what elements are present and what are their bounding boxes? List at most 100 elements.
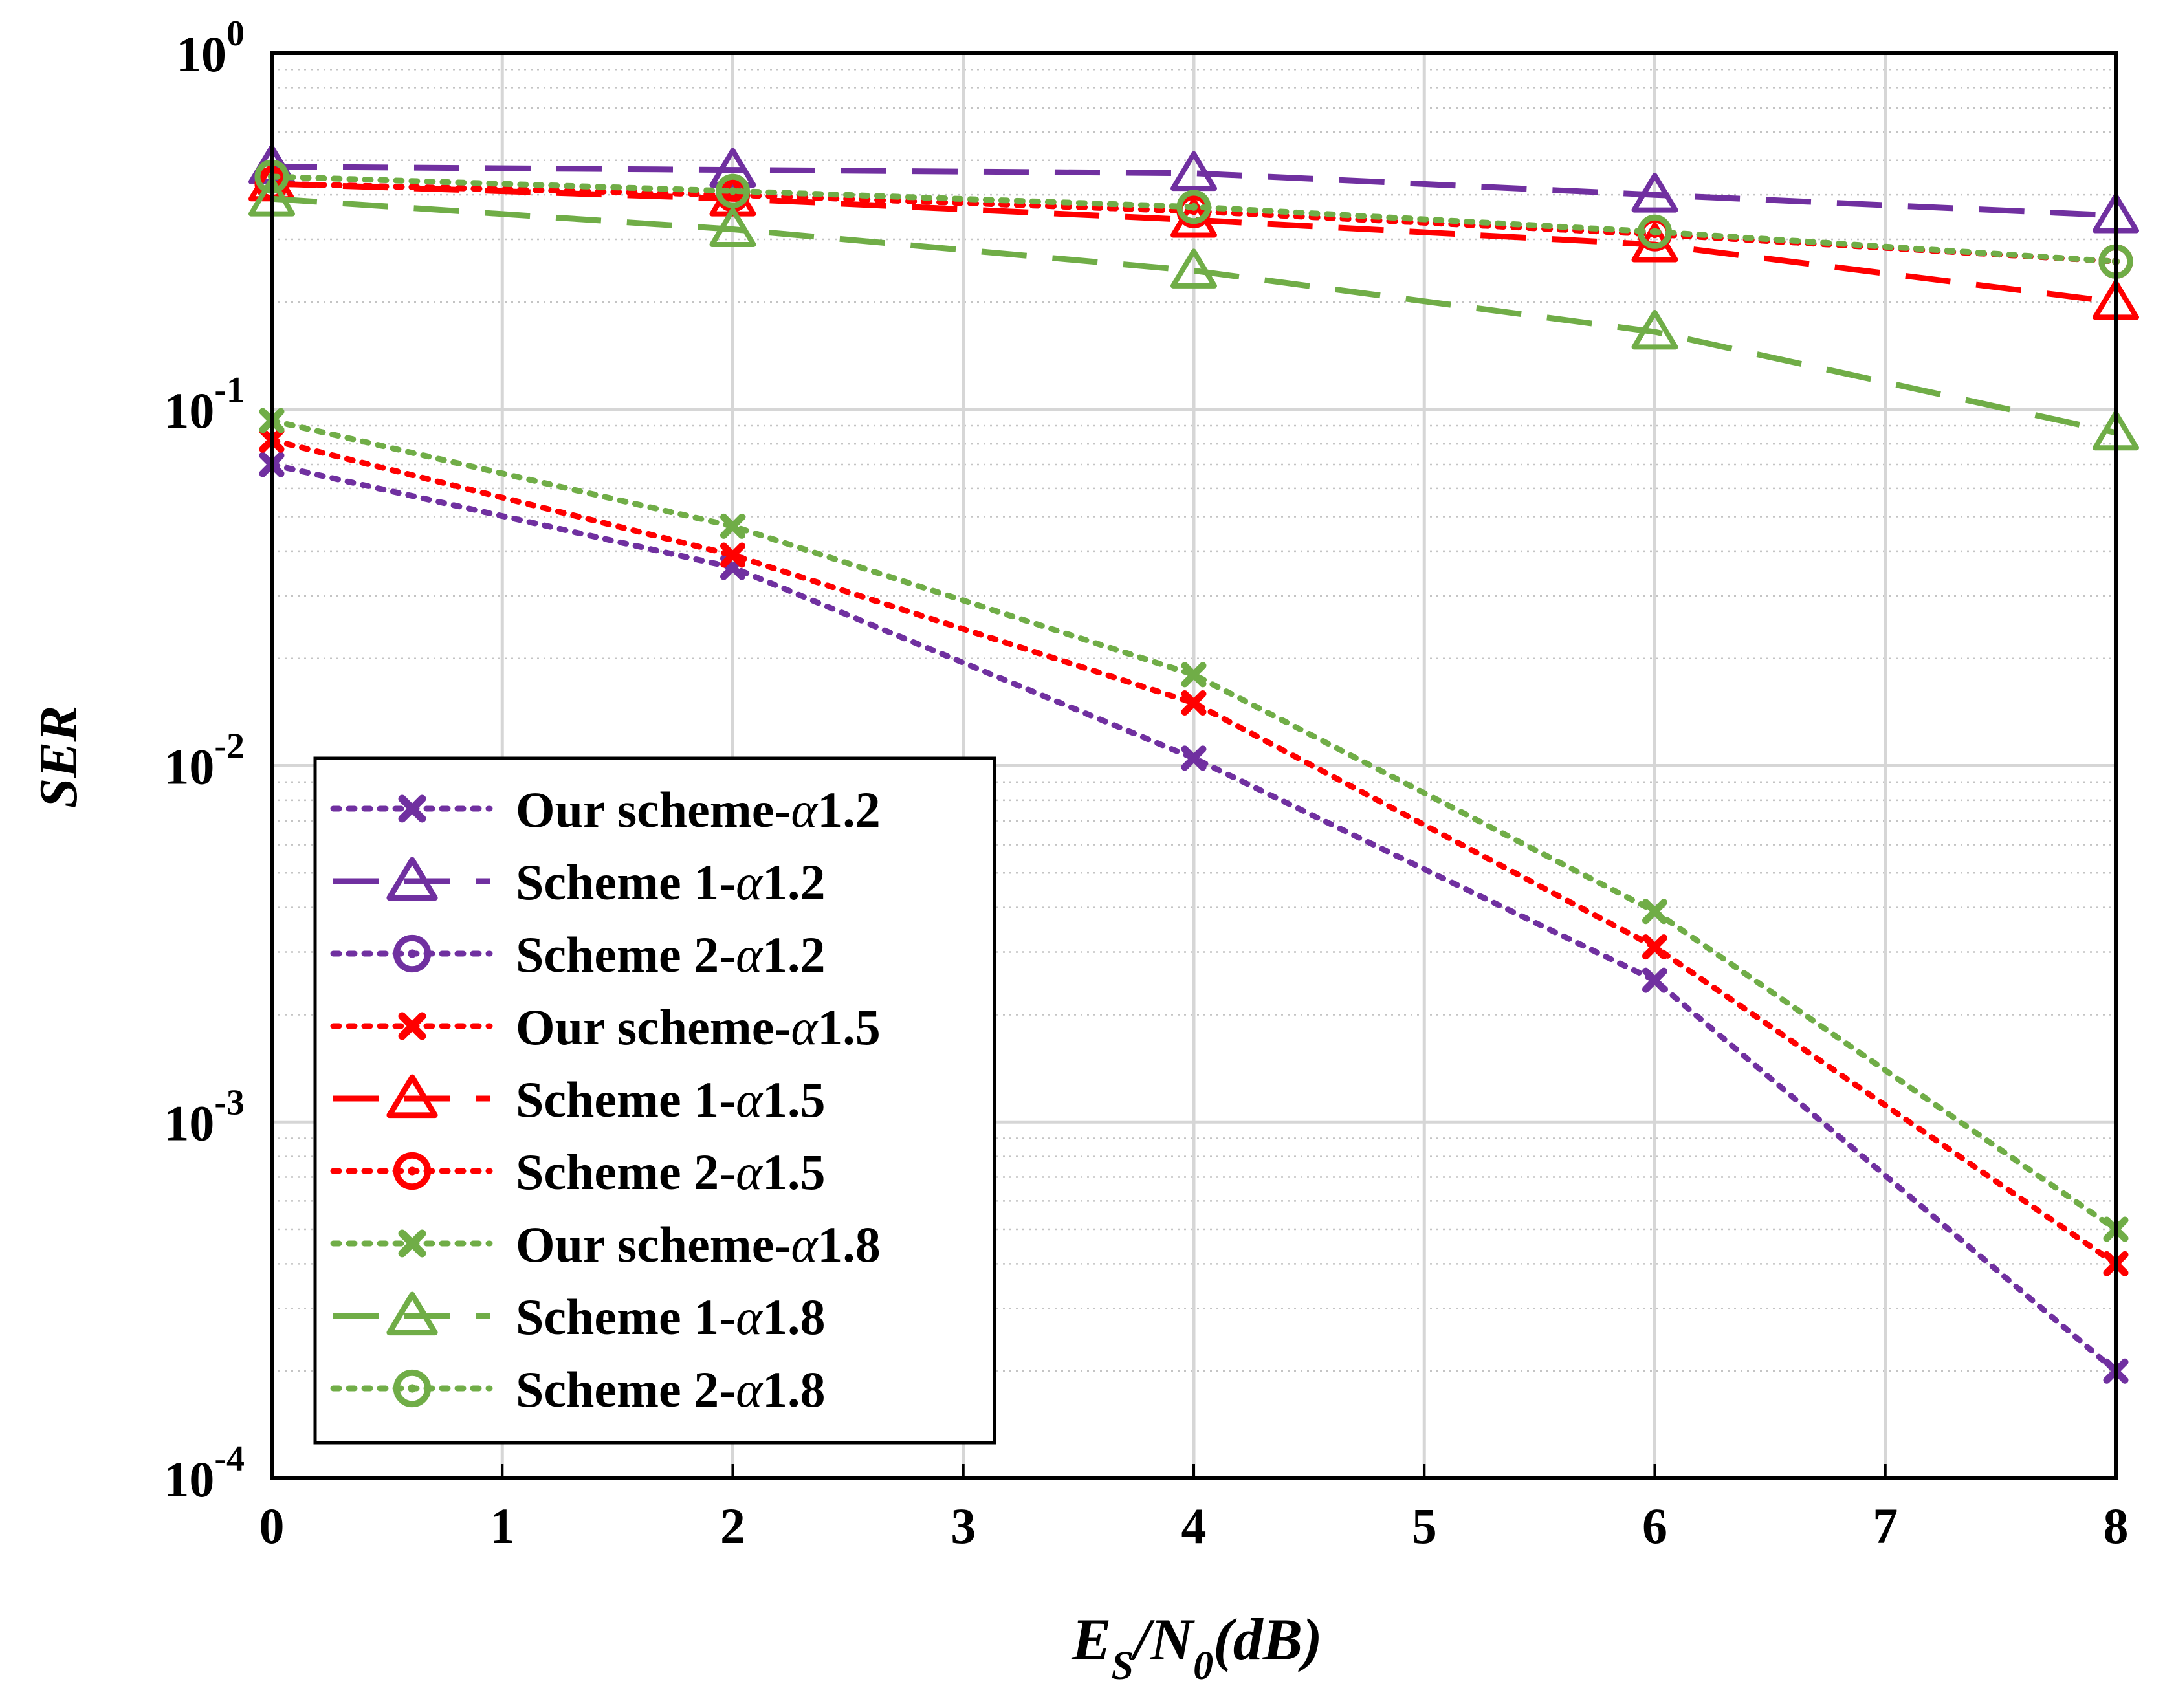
- x-marker: [1642, 934, 1667, 960]
- legend-label-value: 1.5: [817, 999, 881, 1055]
- x-marker: [398, 1229, 426, 1258]
- x-tick-label: 8: [2104, 1498, 2129, 1554]
- triangle-marker: [1631, 173, 1678, 213]
- legend-label-main: Scheme 1-: [516, 854, 736, 910]
- x-axis-label-sub-s: S: [1112, 1644, 1134, 1688]
- triangle-marker: [709, 207, 756, 247]
- circle-marker-center: [408, 949, 417, 958]
- legend-label: Our scheme-α1.2: [516, 782, 881, 838]
- legend-label-main: Scheme 1-: [516, 1289, 736, 1345]
- y-tick-base: 10: [176, 26, 226, 82]
- y-tick-base: 10: [164, 1095, 214, 1151]
- legend-label-value: 1.2: [762, 854, 826, 910]
- x-marker: [1642, 967, 1667, 993]
- series-line: [269, 417, 2119, 1232]
- legend-label: Scheme 1-α1.2: [516, 854, 826, 910]
- circle-marker: [393, 934, 432, 973]
- legend-label-main: Scheme 1-: [516, 1071, 736, 1128]
- legend-label-alpha: α: [791, 782, 819, 838]
- x-marker: [720, 542, 745, 568]
- y-tick-exponent: 0: [226, 14, 245, 54]
- legend-item: Scheme 1-α1.8: [333, 1289, 826, 1345]
- triangle-marker: [1170, 248, 1217, 289]
- x-marker: [1642, 899, 1667, 925]
- x-axis-label-sub-zero: 0: [1193, 1644, 1213, 1688]
- legend-label-value: 1.8: [817, 1216, 881, 1273]
- y-tick-exponent: -3: [214, 1082, 245, 1122]
- circle-marker: [1176, 190, 1211, 224]
- legend-label: Our scheme-α1.8: [516, 1216, 881, 1273]
- legend-label-alpha: α: [791, 999, 819, 1055]
- y-tick-label: 10-4: [164, 1439, 245, 1507]
- legend-item: Scheme 2-α1.2: [330, 926, 826, 983]
- legend-label-main: Scheme 2-: [516, 926, 736, 983]
- y-tick-exponent: -4: [214, 1439, 245, 1479]
- series-line: [271, 181, 2116, 305]
- y-tick-exponent: -2: [214, 727, 245, 767]
- legend-label: Our scheme-α1.5: [516, 999, 881, 1055]
- y-tick-base: 10: [164, 382, 214, 439]
- circle-marker-center: [1651, 228, 1659, 236]
- triangle-marker: [386, 857, 438, 901]
- x-marker: [398, 1012, 426, 1040]
- legend-item: Scheme 2-α1.5: [330, 1144, 826, 1200]
- legend-label-value: 1.8: [762, 1289, 826, 1345]
- circle-marker-center: [408, 1166, 417, 1176]
- circle-marker: [1638, 214, 1672, 249]
- legend-label-alpha: α: [736, 854, 764, 910]
- x-tick-label: 7: [1873, 1498, 1898, 1554]
- legend-label-alpha: α: [736, 1289, 764, 1345]
- y-tick-label: 100: [176, 14, 245, 82]
- legend-label: Scheme 1-α1.5: [516, 1071, 826, 1128]
- legend-item: Our scheme-α1.5: [330, 999, 881, 1055]
- x-marker: [720, 513, 745, 539]
- series-line: [269, 437, 2119, 1267]
- triangle-marker: [386, 1074, 438, 1119]
- legend-label: Scheme 2-α1.2: [516, 926, 826, 983]
- circle-marker-center: [408, 1384, 417, 1393]
- legend-label-main: Our scheme-: [516, 782, 791, 838]
- x-axis-label-e: E: [1071, 1606, 1111, 1672]
- y-tick-base: 10: [164, 1451, 214, 1507]
- series-Our scheme-α1.2: [259, 452, 2129, 1384]
- y-tick-label: 10-1: [164, 370, 245, 439]
- legend-label-alpha: α: [791, 1216, 819, 1273]
- x-axis-label: ES/N0(dB): [1071, 1606, 1323, 1688]
- y-axis-label: SER: [28, 706, 89, 809]
- legend-label-value: 1.2: [762, 926, 826, 983]
- legend-label: Scheme 2-α1.8: [516, 1361, 826, 1418]
- triangle-marker: [1170, 151, 1217, 192]
- legend-item: Our scheme-α1.2: [330, 782, 881, 838]
- x-tick-label: 2: [720, 1498, 745, 1554]
- legend-label: Scheme 2-α1.5: [516, 1144, 826, 1200]
- legend-label-alpha: α: [736, 1144, 764, 1200]
- x-tick-label: 3: [951, 1498, 976, 1554]
- x-marker: [398, 794, 426, 823]
- circle-marker: [716, 173, 750, 208]
- x-tick-label: 5: [1412, 1498, 1437, 1554]
- circle-marker: [393, 1369, 432, 1408]
- x-tick-label: 6: [1642, 1498, 1667, 1554]
- circle-marker-center: [729, 187, 737, 195]
- triangle-marker: [386, 1291, 438, 1336]
- x-marker: [1181, 745, 1207, 771]
- legend-label-main: Scheme 2-: [516, 1144, 736, 1200]
- legend-item: Our scheme-α1.8: [330, 1216, 881, 1273]
- legend-label-value: 1.5: [762, 1071, 826, 1128]
- series-line: [271, 164, 2116, 219]
- x-tick-label: 1: [490, 1498, 515, 1554]
- legend-label-value: 1.8: [762, 1361, 826, 1418]
- plot-series: [248, 144, 2139, 1384]
- legend-label-main: Our scheme-: [516, 999, 791, 1055]
- legend-label-main: Our scheme-: [516, 1216, 791, 1273]
- y-tick-base: 10: [164, 739, 214, 795]
- x-marker: [1181, 690, 1207, 716]
- triangle-marker: [1631, 309, 1678, 350]
- legend-label-alpha: α: [736, 1361, 764, 1418]
- circle-marker: [393, 1152, 432, 1190]
- legend-label-main: Scheme 2-: [516, 1361, 736, 1418]
- y-tick-label: 10-2: [164, 727, 245, 795]
